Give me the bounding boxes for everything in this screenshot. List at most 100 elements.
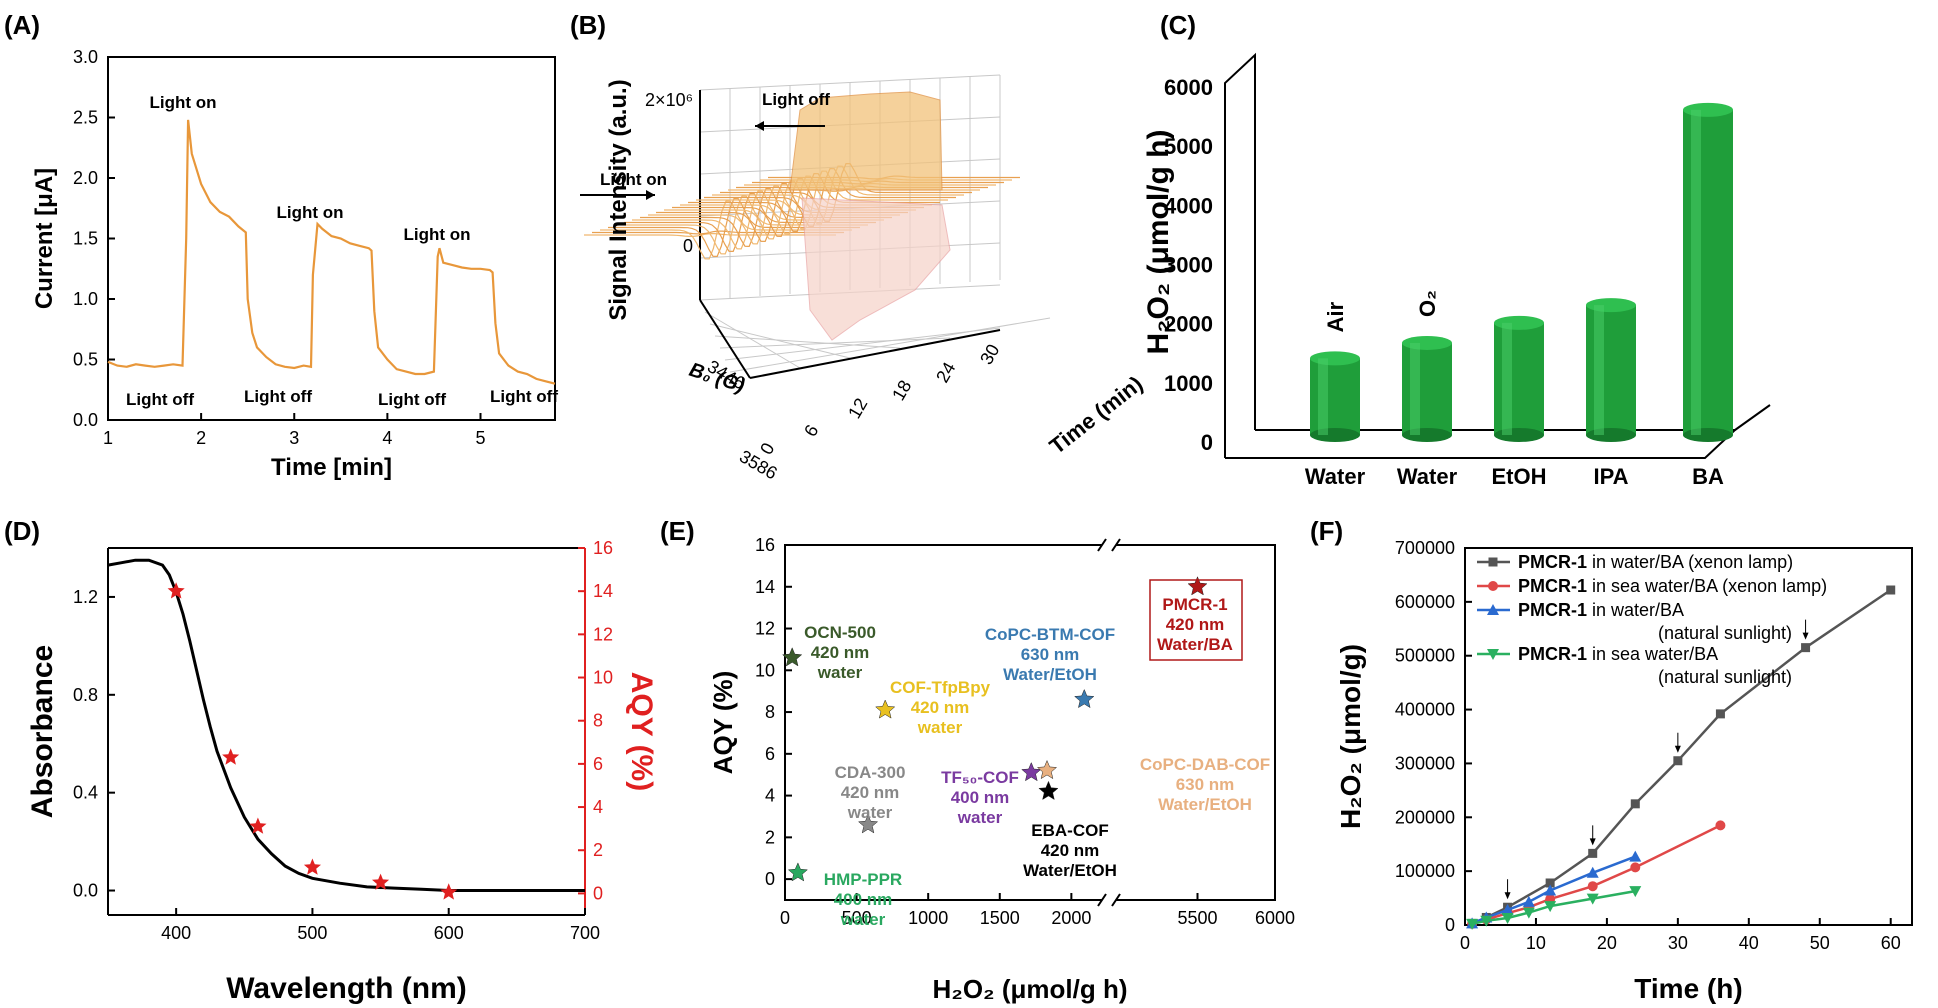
c-ytick-label: 3000: [1164, 253, 1213, 278]
f-xtick-label: 50: [1810, 933, 1830, 953]
f-marker: [1715, 820, 1726, 831]
e-yaxis-title: AQY (%): [708, 671, 738, 775]
d-y2tick-label: 16: [593, 538, 613, 558]
f-ytick-label: 400000: [1395, 700, 1455, 720]
e-scatter-point: [1021, 761, 1042, 782]
d-aqy-point: [440, 883, 458, 900]
c-bar-top: [1402, 335, 1452, 350]
f-marker: [1522, 907, 1535, 919]
f-xaxis-title: Time (h): [1634, 973, 1742, 1004]
f-ytick-label: 600000: [1395, 592, 1455, 612]
a-yaxis-title: Current [μA]: [31, 168, 58, 309]
a-ytick-label: 0.5: [73, 350, 98, 370]
c-bar: [1402, 335, 1452, 442]
a-xtick-label: 1: [103, 428, 113, 448]
e-xtick-label: 1000: [908, 908, 948, 928]
d-y2tick-label: 10: [593, 668, 613, 688]
e-point-label: TF₅₀-COF: [941, 768, 1019, 787]
f-ytick-label: 0: [1445, 915, 1455, 935]
b-ytick-label: 24: [932, 359, 959, 386]
a-annotation: Light on: [149, 93, 216, 112]
f-xtick-label: 0: [1460, 933, 1470, 953]
panel-d-label: (D): [4, 516, 40, 546]
f-marker: [1522, 895, 1535, 907]
c-bar-highlight: [1318, 358, 1328, 435]
b-ztick-label: 0: [683, 236, 693, 256]
c-ytick-label: 4000: [1164, 193, 1213, 218]
c-bar-top: [1683, 102, 1733, 117]
a-current-trace: [107, 119, 556, 385]
b-ytick-label: 6: [800, 421, 822, 440]
b-ytick-label: 12: [844, 395, 871, 422]
e-ytick-label: 2: [765, 827, 775, 847]
e-xtick-label: 500: [842, 908, 872, 928]
f-marker: [1587, 881, 1598, 892]
e-break-mark: [1111, 893, 1121, 907]
e-axis-break-top: [1102, 540, 1116, 550]
f-ytick-label: 200000: [1395, 807, 1455, 827]
d-y2tick-label: 2: [593, 840, 603, 860]
e-point-label: Water/EtOH: [1158, 795, 1252, 814]
f-legend: PMCR-1 in water/BA (xenon lamp) PMCR-1 in…: [1477, 552, 1827, 687]
c-bar-highlight: [1410, 342, 1420, 435]
c-bar-top: [1310, 351, 1360, 366]
e-axis-break-bottom: [1102, 895, 1116, 905]
e-point-label: CoPC-DAB-COF: [1140, 755, 1270, 774]
c-bar-body: [1310, 358, 1360, 435]
f-event-arrowhead: [1802, 632, 1809, 640]
e-scatter-point: [1187, 576, 1208, 596]
a-ytick-label: 2.5: [73, 108, 98, 128]
b-annotation-light-on: Light on: [600, 170, 667, 189]
c-back-wall: [1224, 52, 1256, 458]
panel-c-label: (C): [1160, 10, 1196, 40]
e-point-label: OCN-500: [804, 623, 876, 642]
f-marker: [1715, 709, 1725, 719]
c-yaxis-title: H₂O₂ (μmol/g h): [1142, 130, 1175, 355]
e-point-label: 420 nm: [911, 698, 970, 717]
a-ytick-label: 3.0: [73, 47, 98, 67]
b-gridline: [719, 337, 951, 349]
b-gridline: [729, 317, 1051, 373]
f-legend-label: PMCR-1 in sea water/BA (xenon lamp): [1518, 576, 1827, 596]
f-ytick-label: 300000: [1395, 753, 1455, 773]
e-point-label: water: [817, 663, 863, 682]
b-yaxis: [749, 329, 1001, 379]
c-xtick-label: IPA: [1593, 464, 1628, 489]
panel-e-svg: (E) 0 2 4 6 8 10 12 14 16 0 500 1000 1500 2000 5500 600…: [660, 516, 1295, 1004]
f-marker: [1886, 585, 1896, 595]
b-arrowhead: [646, 190, 655, 200]
f-marker: [1480, 915, 1493, 927]
panel-d: (D) 0.0 0.4 0.8 1.2 0 2 4 6 8 10 12 14 16 400 500 600 70…: [0, 510, 658, 1008]
e-scatter-point: [1036, 759, 1058, 780]
a-xtick-label: 3: [289, 428, 299, 448]
e-xtick-label: 6000: [1255, 908, 1295, 928]
c-bar: [1494, 315, 1544, 442]
c-ytick-label: 2000: [1164, 312, 1213, 337]
e-xtick-label: 0: [780, 908, 790, 928]
panel-f-svg: (F) 0 100000 200000 300000 400000 500000 60000…: [1310, 516, 1913, 1004]
f-legend-label: PMCR-1 in sea water/BA: [1518, 644, 1718, 664]
a-annotation: Light off: [378, 390, 446, 409]
e-point-label: water: [847, 803, 893, 822]
e-point-label: 630 nm: [1021, 645, 1080, 664]
f-legend-label: PMCR-1 in water/BA (xenon lamp): [1518, 552, 1793, 572]
d-aqy-point: [303, 858, 321, 875]
e-scatter-point: [857, 814, 879, 834]
a-annotation: Light off: [490, 387, 558, 406]
c-bar-highlight: [1502, 322, 1512, 435]
c-bar-body: [1402, 342, 1452, 435]
a-annotation: Light off: [126, 390, 194, 409]
e-point-label: COF-TfpBpy: [890, 678, 991, 697]
a-ytick-label: 1.5: [73, 229, 98, 249]
a-xtick-label: 5: [475, 428, 485, 448]
panel-c-svg: (C) 0 1000 2000 3000 4000 5000 6000 H₂O₂ (μmol/…: [1142, 10, 1771, 489]
f-marker: [1629, 886, 1642, 898]
b-xaxis: [699, 299, 751, 379]
f-ytick-label: 700000: [1395, 538, 1455, 558]
f-marker: [1629, 850, 1642, 862]
d-ytick-label: 1.2: [73, 587, 98, 607]
d-y2axis-title: AQY (%): [625, 672, 658, 791]
f-legend-label-cont: (natural sunlight): [1658, 667, 1792, 687]
b-annotation-light-off: Light off: [762, 90, 830, 109]
